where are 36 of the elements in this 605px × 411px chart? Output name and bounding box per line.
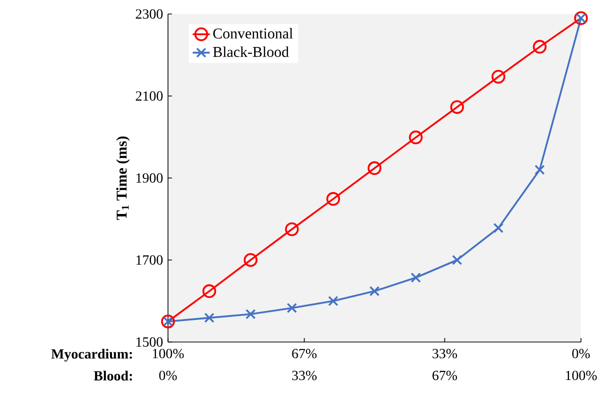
point (286, 302, 298, 314)
x2-axis-title: Blood: (94, 370, 132, 381)
y-tick-label: 1900 (136, 173, 163, 183)
x-tick-label: 100% (152, 348, 184, 358)
y-tick-label: 2300 (136, 9, 163, 19)
x2-tick-label: 33% (292, 370, 317, 380)
point (326, 192, 340, 206)
point (244, 253, 258, 267)
point (369, 286, 380, 296)
x-tick-label: 67% (292, 348, 317, 358)
point (204, 312, 214, 323)
x-tick-label: 0% (572, 348, 590, 358)
point (368, 161, 382, 176)
point (450, 100, 464, 114)
x2-tick-label: 100% (566, 370, 597, 380)
x-axis-title: Myocardium: (51, 348, 132, 362)
x2-tick-label: 67% (432, 370, 458, 380)
point (202, 284, 216, 298)
point (532, 40, 547, 54)
legend-label: Conventional (213, 28, 293, 39)
y-tick-label: 2100 (136, 91, 163, 101)
y-axis-title: T$_{1}$ Time (ms) (116, 136, 130, 220)
x2-tick-label: 0% (159, 370, 177, 380)
point (285, 222, 299, 236)
point (452, 254, 462, 266)
x-tick-label: 33% (432, 348, 458, 358)
point (245, 308, 256, 320)
y-tick-label: 1500 (136, 337, 163, 347)
point (328, 296, 338, 306)
legend-label: Black-Blood (213, 46, 289, 57)
y-tick-label: 1700 (136, 255, 163, 265)
point (493, 222, 504, 234)
point (408, 130, 423, 144)
point (492, 70, 506, 84)
point (534, 164, 545, 175)
point (410, 272, 421, 283)
